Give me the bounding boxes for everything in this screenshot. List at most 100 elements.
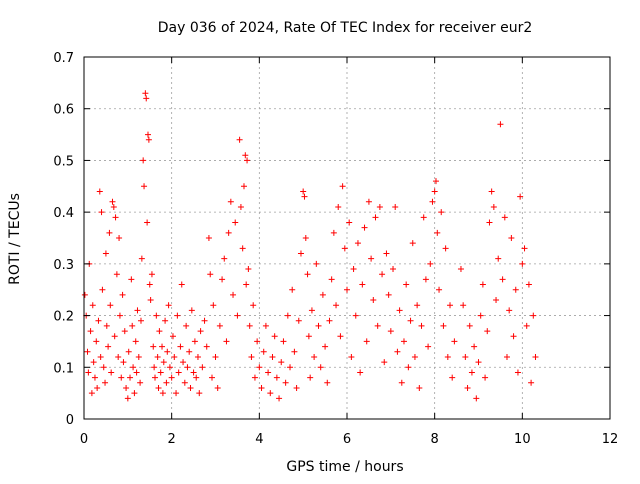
data-point: [87, 328, 94, 335]
data-point: [457, 266, 464, 273]
data-point: [460, 302, 467, 309]
data-point: [199, 364, 206, 371]
data-point: [517, 193, 524, 200]
data-point: [344, 286, 350, 293]
data-points: [81, 90, 539, 402]
data-point: [134, 307, 141, 314]
data-point: [152, 374, 159, 381]
data-point: [84, 348, 91, 355]
data-point: [103, 322, 110, 329]
data-point: [168, 374, 175, 381]
data-point: [232, 219, 239, 226]
data-point: [236, 136, 243, 143]
x-tick-label: 0: [80, 432, 88, 447]
data-point: [396, 307, 403, 314]
data-point: [497, 121, 504, 128]
data-point: [486, 219, 493, 226]
data-point: [91, 374, 98, 381]
data-point: [113, 271, 120, 278]
data-point: [317, 364, 324, 371]
data-point: [512, 286, 519, 293]
data-point: [95, 317, 102, 324]
data-point: [187, 384, 194, 391]
data-point: [143, 95, 150, 102]
data-point: [133, 369, 140, 376]
data-point: [164, 348, 171, 355]
data-point: [151, 364, 158, 371]
data-point: [135, 353, 142, 360]
data-point: [100, 364, 107, 371]
data-point: [376, 203, 383, 210]
data-point: [165, 302, 172, 309]
data-point: [141, 183, 148, 190]
data-point: [246, 322, 253, 329]
data-point: [370, 297, 377, 304]
data-point: [361, 224, 368, 231]
data-point: [85, 369, 92, 376]
data-point: [420, 214, 427, 221]
data-point: [124, 395, 131, 402]
data-point: [528, 379, 535, 386]
data-point: [177, 343, 184, 350]
data-point: [508, 235, 515, 241]
data-point: [131, 390, 138, 397]
data-point: [390, 266, 397, 273]
data-point: [159, 343, 166, 350]
data-point: [451, 338, 458, 345]
data-point: [365, 198, 372, 205]
y-axis-label: ROTI / TECUs: [7, 193, 23, 285]
data-point: [267, 390, 274, 397]
data-point: [123, 384, 130, 391]
x-tick-label: 12: [602, 432, 619, 447]
data-point: [484, 328, 491, 335]
x-axis-label: GPS time / hours: [286, 459, 403, 475]
data-point: [162, 317, 169, 324]
data-point: [109, 198, 116, 205]
data-point: [425, 343, 432, 350]
data-point: [193, 374, 200, 381]
data-point: [432, 178, 439, 185]
data-point: [265, 369, 272, 376]
data-point: [479, 281, 486, 288]
data-point: [434, 229, 441, 236]
data-point: [348, 353, 355, 360]
data-point: [137, 317, 144, 324]
data-point: [311, 353, 318, 360]
data-point: [147, 297, 154, 304]
data-point: [208, 374, 215, 381]
data-point: [407, 317, 414, 324]
data-point: [414, 302, 421, 309]
data-point: [153, 312, 160, 319]
data-point: [190, 369, 197, 376]
data-point: [239, 245, 246, 252]
data-point: [97, 353, 104, 360]
data-point: [490, 203, 497, 210]
data-point: [111, 333, 118, 340]
data-point: [115, 353, 122, 360]
data-point: [250, 302, 257, 309]
data-point: [90, 359, 97, 366]
data-point: [449, 374, 456, 381]
data-point: [493, 297, 500, 304]
data-point: [201, 317, 208, 324]
data-point: [125, 348, 132, 355]
data-point: [499, 276, 506, 283]
data-point: [501, 214, 508, 221]
data-point: [234, 312, 241, 319]
data-point: [328, 276, 335, 283]
data-point: [132, 338, 139, 345]
data-point: [530, 312, 537, 319]
data-point: [514, 369, 521, 376]
data-point: [242, 152, 249, 159]
data-point: [468, 369, 475, 376]
grid: [84, 57, 610, 419]
y-tick-label: 0: [66, 413, 74, 428]
data-point: [127, 374, 134, 381]
data-point: [273, 374, 280, 381]
data-point: [335, 203, 342, 210]
data-point: [240, 183, 247, 190]
data-point: [169, 333, 176, 340]
data-point: [163, 379, 170, 386]
data-point: [374, 322, 381, 329]
